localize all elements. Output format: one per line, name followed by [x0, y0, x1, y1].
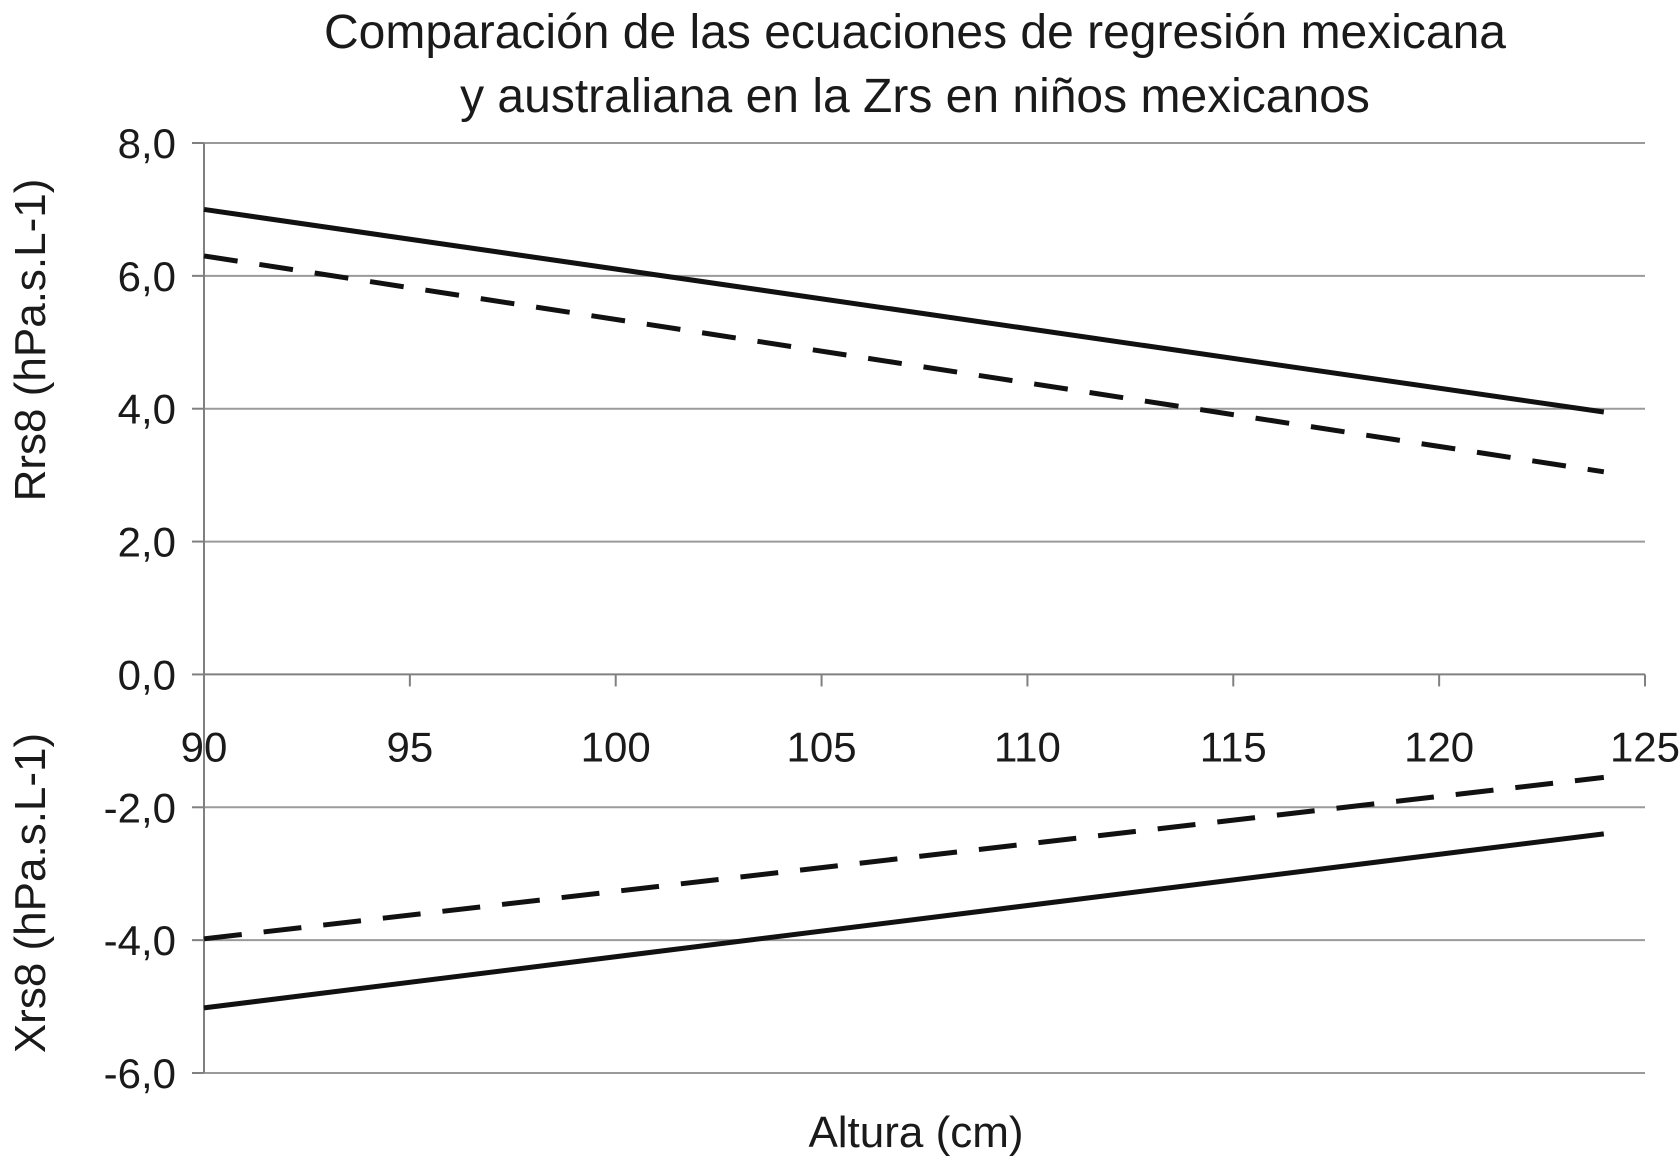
series-line-2	[203, 253, 1605, 475]
x-tick-label: 105	[787, 723, 857, 770]
x-tick-label: 95	[386, 723, 433, 770]
x-tick-label: 120	[1404, 723, 1474, 770]
y-tick-label: 8,0	[118, 120, 176, 167]
chart-title-line-1: Comparación de las ecuaciones de regresi…	[324, 6, 1506, 59]
series-line-3	[203, 774, 1605, 942]
y-tick-label: -6,0	[104, 1050, 176, 1097]
x-tick-labels: 90 95 100 105 110 115 120 125	[181, 723, 1680, 770]
x-tick-label: 110	[994, 723, 1061, 770]
x-axis-label: Altura (cm)	[808, 1108, 1023, 1157]
y-tick-label: 6,0	[118, 253, 176, 300]
gridlines	[204, 142, 1645, 1074]
series-lines	[203, 206, 1605, 1011]
x-tick-label: 125	[1610, 723, 1680, 770]
series-line-4	[203, 831, 1605, 1011]
y-axis-label-bottom: Xrs8 (hPa.s.L-1)	[6, 733, 55, 1053]
y-tick-label: 4,0	[118, 386, 176, 433]
y-tick-label: -4,0	[104, 917, 176, 964]
series-line-1	[203, 206, 1605, 415]
chart-title-line-2: y australiana en la Zrs en niños mexican…	[460, 70, 1370, 123]
x-tick-label: 100	[581, 723, 651, 770]
chart-title: Comparación de las ecuaciones de regresi…	[324, 6, 1506, 123]
y-tick-label: 0,0	[118, 651, 176, 698]
x-tick-label: 115	[1200, 723, 1267, 770]
y-tick-label: 2,0	[118, 519, 176, 566]
x-tick-label: 90	[181, 723, 228, 770]
y-tick-label: -2,0	[104, 784, 176, 831]
y-tick-labels: 8,0 6,0 4,0 2,0 0,0 -2,0 -4,0 -6,0	[104, 120, 176, 1097]
axes	[192, 142, 1646, 1074]
y-axis-label-top: Rrs8 (hPa.s.L-1)	[6, 179, 55, 502]
